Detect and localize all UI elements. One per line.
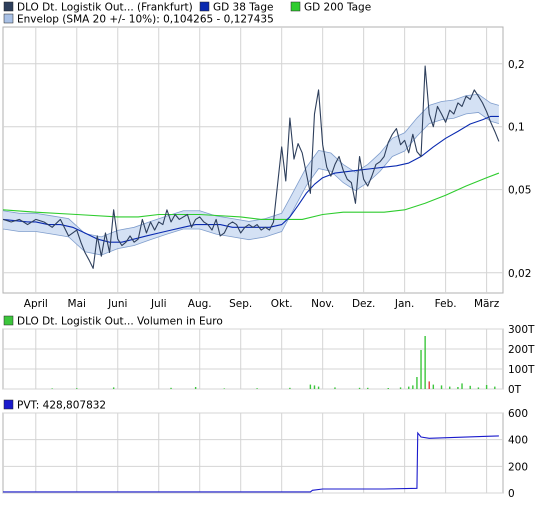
price-lines (2, 65, 500, 269)
volume-bar (289, 387, 291, 389)
volume-bar (485, 385, 488, 389)
price-x-tick-label: April (24, 298, 48, 310)
volume-bar (457, 387, 459, 389)
legend-gd200-label: GD 200 Tage (304, 2, 371, 14)
pvt-y-tick-label: 400 (508, 435, 528, 447)
volume-bar (317, 386, 320, 389)
volume-grid (3, 328, 503, 390)
price-x-tick-label: Sep. (229, 298, 252, 310)
volume-bar (420, 350, 422, 389)
price-x-tick-label: Aug. (188, 298, 212, 310)
price-y-axis: 0,02 0,05 0,1 0,2 (508, 59, 531, 280)
volume-bar (112, 387, 115, 389)
volume-bar (334, 387, 336, 389)
volume-panel-frame (2, 328, 504, 390)
pvt-y-tick-label: 0 (508, 488, 515, 500)
volume-bar (367, 387, 369, 389)
price-x-tick-label: Feb. (435, 298, 457, 310)
volume-y-tick-label: 100T (508, 364, 535, 376)
price-x-tick-label: Nov. (311, 298, 334, 310)
volume-y-tick-label: 0T (508, 384, 522, 396)
price-x-axis: April Mai Juni Juli Aug. Sep. Okt. Nov. Dez. Jan.… (24, 298, 500, 310)
volume-bar (194, 387, 197, 389)
price-panel-frame (2, 26, 504, 294)
legend-volume-label: DLO Dt. Logistik Out... Volumen in Euro (17, 316, 223, 328)
volume-bar (387, 388, 389, 389)
volume-bar (469, 385, 471, 389)
price-x-tick-label: Juni (107, 298, 127, 310)
volume-bar (76, 388, 78, 389)
volume-bar (256, 388, 258, 389)
pvt-panel: PVT: 428,807832 0 200 400 600 (2, 399, 528, 500)
volume-bar (449, 386, 451, 389)
volume-bar (408, 386, 410, 389)
volume-bar (432, 384, 435, 389)
volume-bar (170, 387, 172, 389)
envelope-upper-line (2, 93, 500, 238)
price-x-tick-label: März (474, 298, 500, 310)
price-x-tick-label: Mai (68, 298, 86, 310)
pvt-grid (3, 412, 503, 494)
price-y-tick-label: 0,1 (508, 122, 525, 134)
legend-swatch-gd38 (199, 1, 210, 12)
envelope-lower-line (2, 112, 500, 256)
legend-top: DLO Dt. Logistik Out... (Frankfurt) GD 3… (3, 1, 371, 26)
volume-y-axis: 0T 100T 200T 300T (508, 324, 535, 396)
volume-panel: DLO Dt. Logistik Out... Volumen in Euro … (2, 315, 535, 396)
volume-bar (477, 387, 480, 389)
pvt-y-tick-label: 200 (508, 461, 528, 473)
gd200-series-line (2, 172, 500, 220)
price-series-line (2, 65, 500, 269)
legend-pvt-label: PVT: 428,807832 (17, 400, 106, 412)
price-x-tick-label: Juli (150, 298, 167, 310)
volume-bar (461, 383, 463, 389)
volume-bar (416, 377, 418, 389)
volume-bar (440, 385, 443, 389)
legend-swatch-volume (3, 315, 14, 326)
volume-y-tick-label: 200T (508, 344, 535, 356)
volume-bar (51, 388, 53, 389)
legend-swatch-pvt (3, 399, 14, 410)
volume-bar (358, 387, 361, 389)
legend-price-label: DLO Dt. Logistik Out... (Frankfurt) (17, 2, 193, 14)
volume-bar (223, 388, 226, 389)
legend-swatch-envelope (3, 13, 14, 24)
pvt-panel-frame (2, 412, 504, 494)
volume-bar (399, 387, 402, 389)
pvt-y-tick-label: 600 (508, 408, 528, 420)
pvt-lines (3, 431, 499, 493)
price-y-tick-label: 0,2 (508, 59, 525, 71)
volume-y-tick-label: 300T (508, 324, 535, 336)
pvt-y-axis: 0 200 400 600 (508, 408, 528, 500)
volume-bar (424, 336, 426, 389)
legend-swatch-gd200 (290, 1, 301, 12)
pvt-series-line (3, 431, 499, 493)
volume-bars (51, 336, 496, 389)
legend-envelope-label: Envelop (SMA 20 +/- 10%): 0,104265 - 0,1… (17, 14, 274, 26)
gd38-series-line (2, 115, 499, 243)
legend-gd38-label: GD 38 Tage (213, 2, 274, 14)
price-x-tick-label: Dez. (352, 298, 375, 310)
volume-bar (313, 385, 316, 389)
price-x-tick-label: Okt. (271, 298, 293, 310)
price-grid (3, 27, 503, 293)
volume-bar (494, 386, 496, 389)
price-panel: 0,02 0,05 0,1 0,2 April Mai Juni Juli Aug. Sep. O… (2, 26, 531, 310)
legend-swatch-price (3, 1, 14, 12)
price-x-tick-label: Jan. (394, 298, 415, 310)
price-y-tick-label: 0,05 (508, 185, 531, 197)
volume-bar (412, 385, 414, 389)
volume-bar (428, 381, 430, 389)
price-y-tick-label: 0,02 (508, 268, 531, 280)
volume-bar (309, 384, 312, 389)
